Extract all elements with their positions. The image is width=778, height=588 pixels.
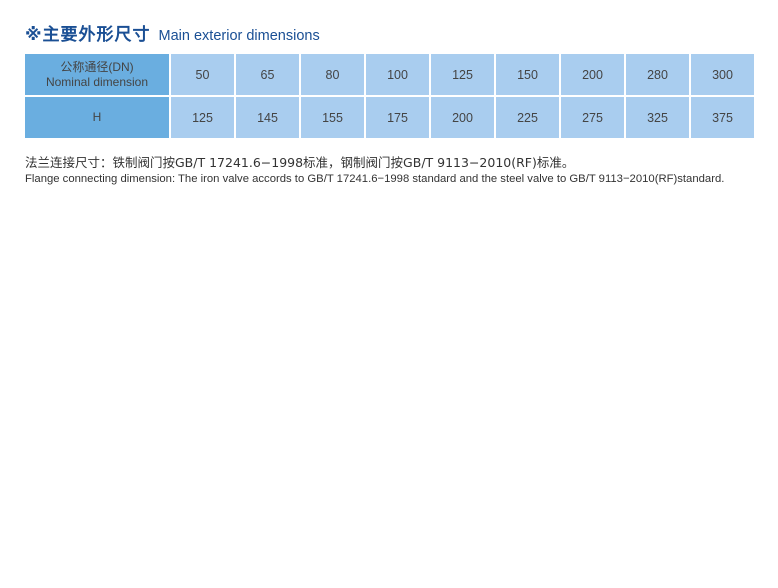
table-cell: 50 xyxy=(171,54,234,95)
row-header-h: H xyxy=(25,97,169,138)
dimensions-table: 公称通径(DN) Nominal dimension 50 65 80 100 … xyxy=(23,52,756,140)
table-cell: 225 xyxy=(496,97,559,138)
table-cell: 200 xyxy=(431,97,494,138)
section-title: ※主要外形尺寸 Main exterior dimensions xyxy=(25,20,320,45)
table-cell: 175 xyxy=(366,97,429,138)
row-header-dn: 公称通径(DN) Nominal dimension xyxy=(25,54,169,95)
flange-note: 法兰连接尺寸：铁制阀门按GB/T 17241.6−1998标准，钢制阀门按GB/… xyxy=(25,152,724,185)
note-zh: 法兰连接尺寸：铁制阀门按GB/T 17241.6−1998标准，钢制阀门按GB/… xyxy=(25,155,575,170)
table-cell: 145 xyxy=(236,97,299,138)
table-cell: 100 xyxy=(366,54,429,95)
table-cell: 150 xyxy=(496,54,559,95)
table-row-h: H 125 145 155 175 200 225 275 325 375 xyxy=(25,97,754,138)
table-cell: 125 xyxy=(431,54,494,95)
title-en: Main exterior dimensions xyxy=(158,28,320,44)
table-cell: 200 xyxy=(561,54,624,95)
row-header-dn-zh: 公称通径(DN) xyxy=(60,59,134,74)
table-cell: 125 xyxy=(171,97,234,138)
table-cell: 280 xyxy=(626,54,689,95)
title-zh: ※主要外形尺寸 xyxy=(25,25,151,45)
table-cell: 80 xyxy=(301,54,364,95)
table-row-dn: 公称通径(DN) Nominal dimension 50 65 80 100 … xyxy=(25,54,754,95)
table-cell: 325 xyxy=(626,97,689,138)
row-header-dn-en: Nominal dimension xyxy=(45,74,149,89)
note-en: Flange connecting dimension: The iron va… xyxy=(25,173,725,185)
table-cell: 155 xyxy=(301,97,364,138)
table-cell: 65 xyxy=(236,54,299,95)
table-cell: 300 xyxy=(691,54,754,95)
table-cell: 275 xyxy=(561,97,624,138)
table-cell: 375 xyxy=(691,97,754,138)
